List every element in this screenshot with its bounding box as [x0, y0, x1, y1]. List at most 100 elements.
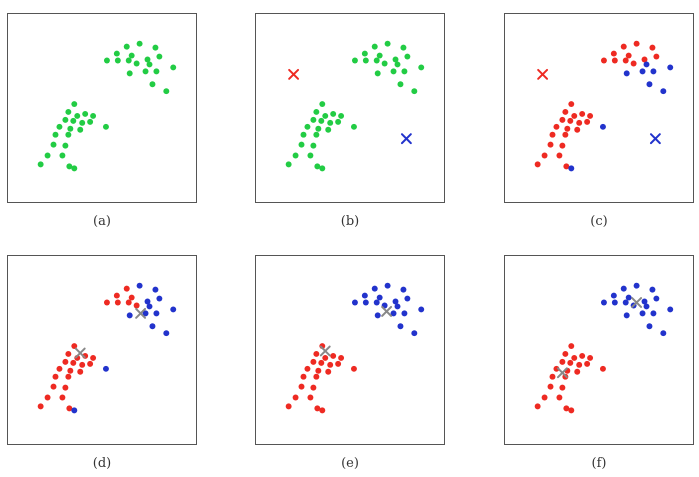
panel-b-point	[292, 152, 299, 159]
panel-d-point	[136, 282, 143, 289]
panel-c-point	[620, 43, 627, 50]
panel-f	[504, 255, 694, 445]
panel-f-point	[549, 373, 556, 380]
panel-e-point	[315, 367, 322, 374]
panel-b-plot	[285, 40, 425, 172]
panel-a-point	[82, 110, 89, 117]
panel-b-point	[384, 40, 391, 47]
panel-e-point	[313, 373, 320, 380]
panel-d-point	[126, 312, 133, 319]
panel-a-point	[123, 43, 130, 50]
panel-f-point	[579, 352, 586, 359]
panel-e-point	[307, 394, 314, 401]
panel-a-point	[74, 112, 81, 119]
panel-b-point	[376, 52, 383, 59]
panel-b-point	[322, 112, 329, 119]
panel-d-point	[87, 360, 94, 367]
panel-a-point	[87, 118, 94, 125]
panel-e-point	[319, 407, 326, 414]
panel-a-point	[128, 52, 135, 59]
panel-b	[255, 13, 445, 203]
panel-c-point	[553, 123, 560, 130]
panel-e-point	[304, 365, 311, 372]
panel-e-point	[310, 384, 317, 391]
panel-f-point	[534, 403, 541, 410]
panel-c-point	[562, 131, 569, 138]
panel-e-point	[373, 299, 380, 306]
panel-b-centroid-2	[400, 133, 412, 145]
panel-f-point	[649, 286, 656, 293]
panel-b-point	[418, 64, 425, 71]
panel-c-point	[610, 50, 617, 57]
panel-e-point	[351, 299, 358, 306]
panel-f-point	[563, 405, 570, 412]
panel-a-point	[71, 165, 78, 172]
panel-c-point	[599, 123, 606, 130]
panel-c-point	[534, 161, 541, 168]
panel-d-point	[77, 368, 84, 375]
panel-e-point	[362, 299, 369, 306]
panel-b-point	[335, 118, 342, 125]
panel-b-point	[298, 141, 305, 148]
panel-a-point	[65, 108, 72, 115]
panel-c-point	[646, 81, 653, 88]
panel-d-centroid-1	[74, 347, 86, 359]
panel-c-point	[571, 112, 578, 119]
panel-e-point	[300, 373, 307, 380]
panel-f-point	[600, 299, 607, 306]
panel-b-point	[404, 53, 411, 60]
panel-c-point	[562, 108, 569, 115]
panel-c-point	[559, 116, 566, 123]
panel-e-point	[285, 403, 292, 410]
panel-a-point	[67, 125, 74, 132]
panel-c-point	[579, 110, 586, 117]
panel-d-point	[125, 299, 132, 306]
panel-d-point	[71, 407, 78, 414]
panel-a-point	[52, 131, 59, 138]
panel-c-point	[549, 131, 556, 138]
panel-a-point	[44, 152, 51, 159]
panel-e-point	[394, 303, 401, 310]
panel-d-point	[144, 298, 151, 305]
caption-e: (e)	[341, 456, 359, 471]
panel-b-point	[381, 60, 388, 67]
panel-d-point	[65, 350, 72, 357]
caption-a: (a)	[93, 214, 111, 229]
panel-c-point	[649, 44, 656, 51]
panel-f-point	[547, 383, 554, 390]
panel-b-point	[310, 116, 317, 123]
panel-b-point	[313, 131, 320, 138]
panel-d-point	[133, 302, 140, 309]
panel-f-point	[623, 312, 630, 319]
panel-e-centroid-2	[381, 305, 393, 317]
panel-a-point	[126, 70, 133, 77]
panel-d-point	[66, 405, 73, 412]
panel-d-point	[50, 383, 57, 390]
panel-e-plot	[285, 282, 425, 414]
panel-b-point	[285, 161, 292, 168]
panel-c-point	[574, 126, 581, 133]
panel-f-point	[639, 310, 646, 317]
panel-c-point	[600, 57, 607, 64]
panel-b-point	[314, 163, 321, 170]
panel-f-point	[562, 350, 569, 357]
panel-e-point	[313, 350, 320, 357]
panel-e-point	[397, 323, 404, 330]
panel-a-point	[152, 44, 159, 51]
panel-d-point	[52, 373, 59, 380]
panel-a-point	[59, 152, 66, 159]
panel-a-point	[163, 88, 170, 95]
panel-d-point	[62, 384, 69, 391]
caption-b: (b)	[340, 214, 360, 229]
panel-e-point	[350, 365, 357, 372]
panel-f-point	[576, 361, 583, 368]
panel-a-point	[156, 53, 163, 60]
panel-d-point	[123, 285, 130, 292]
panel-f-point	[622, 299, 629, 306]
panel-a-point	[50, 141, 57, 148]
panel-c-point	[568, 165, 575, 172]
panel-f-point	[556, 394, 563, 401]
panel-f-point	[667, 306, 674, 313]
panel-a-point	[56, 123, 63, 130]
panel-c-point	[584, 118, 591, 125]
